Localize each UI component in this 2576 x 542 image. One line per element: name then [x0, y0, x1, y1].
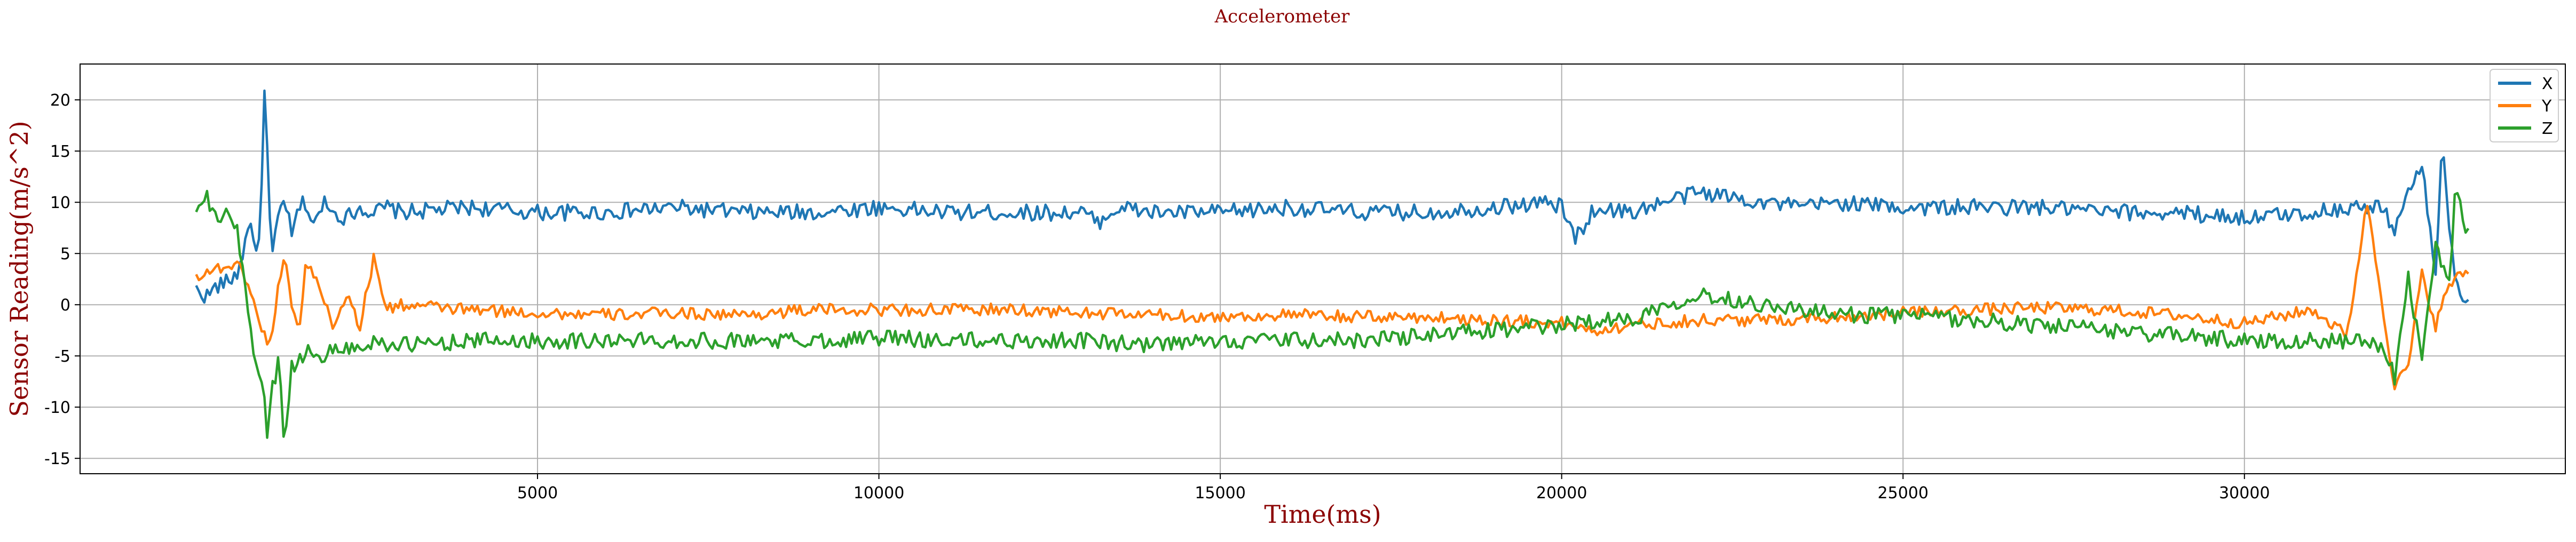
series-layer: [195, 89, 2470, 439]
series-line-y: [195, 205, 2469, 390]
legend-label-x: X: [2542, 75, 2553, 93]
y-tick-label: 10: [50, 194, 70, 212]
y-tick-label: -5: [54, 347, 70, 366]
plot-frame: [80, 63, 2566, 474]
series-line-x: [195, 89, 2469, 304]
chart-title: Accelerometer: [1214, 6, 1350, 27]
y-tick-label: 5: [60, 245, 70, 264]
tick-layer: 5000 10000 15000 20000 25000 30000 -15 -10 -5 0 5 1…: [44, 91, 2270, 503]
y-tick-label: 20: [50, 91, 70, 110]
x-tick-label: 5000: [517, 484, 558, 503]
x-tick-label: 10000: [854, 484, 904, 503]
x-axis-label: Time(ms): [1264, 500, 1381, 529]
y-axis-label: Sensor Reading(m/s^2): [5, 121, 34, 417]
grid-lines: [80, 64, 2565, 474]
x-tick-label: 20000: [1536, 484, 1587, 503]
legend-label-y: Y: [2541, 97, 2552, 116]
legend-label-z: Z: [2542, 119, 2553, 138]
legend: X Y Z: [2490, 69, 2559, 142]
y-tick-label: -15: [44, 450, 70, 468]
series-line-z: [195, 189, 2470, 439]
x-tick-label: 30000: [2219, 484, 2270, 503]
x-tick-label: 25000: [1878, 484, 1929, 503]
x-tick-label: 15000: [1195, 484, 1245, 503]
y-tick-label: 15: [50, 142, 70, 161]
y-tick-label: -10: [44, 398, 70, 417]
y-tick-label: 0: [60, 296, 70, 315]
